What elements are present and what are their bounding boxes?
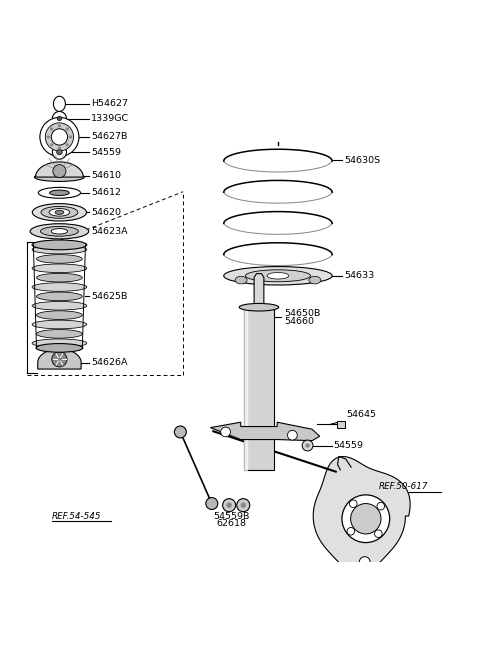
Polygon shape [53,96,65,111]
Ellipse shape [32,264,87,272]
Circle shape [40,117,79,157]
Text: REF.50-617: REF.50-617 [378,481,428,490]
Ellipse shape [41,206,78,218]
Circle shape [288,430,297,440]
Text: 54630S: 54630S [344,156,380,164]
Ellipse shape [36,311,83,320]
Text: 54612: 54612 [91,188,121,197]
Ellipse shape [267,272,289,279]
Text: REF.54-545: REF.54-545 [52,512,101,521]
Circle shape [174,426,186,438]
Text: 54559: 54559 [334,441,364,450]
Text: 54645: 54645 [347,410,376,419]
Circle shape [240,503,246,508]
Circle shape [350,503,381,534]
Text: 54559: 54559 [91,148,121,157]
Ellipse shape [245,270,311,281]
Ellipse shape [49,190,69,195]
Ellipse shape [55,210,64,215]
Text: 54559B: 54559B [213,512,250,521]
Ellipse shape [40,226,78,236]
Circle shape [305,443,310,448]
Circle shape [377,502,384,510]
Circle shape [347,527,355,535]
Circle shape [237,499,250,512]
Polygon shape [38,349,81,369]
Polygon shape [254,274,264,307]
Circle shape [360,556,370,567]
Circle shape [69,135,72,138]
Ellipse shape [309,276,321,284]
Polygon shape [210,422,320,441]
Circle shape [52,352,67,367]
Ellipse shape [32,245,87,254]
Ellipse shape [51,228,68,234]
Circle shape [58,124,61,127]
Ellipse shape [32,204,86,221]
Text: 54623A: 54623A [91,227,128,236]
Ellipse shape [36,292,83,301]
Circle shape [53,164,66,178]
Circle shape [206,498,218,509]
Ellipse shape [49,208,70,216]
Circle shape [47,135,50,138]
FancyBboxPatch shape [244,307,274,470]
Text: 54660: 54660 [284,317,314,326]
Ellipse shape [35,173,84,181]
Text: 54620: 54620 [91,208,121,217]
Circle shape [349,500,357,507]
Ellipse shape [30,224,89,239]
Circle shape [50,143,53,146]
Text: 1339GC: 1339GC [91,114,129,123]
Circle shape [66,127,69,131]
Text: 54650B: 54650B [284,309,320,318]
Text: 62618: 62618 [216,518,246,527]
Circle shape [52,111,66,126]
Circle shape [221,427,230,437]
Text: 54625B: 54625B [91,292,127,301]
Ellipse shape [32,240,87,250]
Ellipse shape [36,255,83,263]
Circle shape [50,127,53,131]
Circle shape [342,495,390,543]
Circle shape [58,146,61,149]
Polygon shape [313,457,410,573]
Ellipse shape [38,188,81,198]
Circle shape [374,530,382,538]
Circle shape [57,149,62,155]
Text: H54627: H54627 [91,100,128,108]
Ellipse shape [36,329,83,338]
Ellipse shape [235,276,247,284]
Ellipse shape [32,320,87,329]
Ellipse shape [239,303,279,311]
Ellipse shape [32,302,87,310]
Text: 54610: 54610 [91,171,121,181]
Circle shape [227,503,232,508]
Text: 54627B: 54627B [91,133,127,142]
FancyBboxPatch shape [337,421,345,428]
Circle shape [302,440,313,451]
Circle shape [51,129,68,145]
Ellipse shape [36,344,83,352]
Ellipse shape [32,283,87,291]
Ellipse shape [224,267,332,285]
Text: 54626A: 54626A [91,358,127,367]
Polygon shape [36,162,83,177]
Ellipse shape [32,339,87,347]
Circle shape [52,145,66,159]
Circle shape [45,123,73,151]
Circle shape [57,116,61,121]
Circle shape [66,143,69,146]
Circle shape [223,499,236,512]
Text: 54633: 54633 [344,271,374,280]
Ellipse shape [36,273,83,282]
